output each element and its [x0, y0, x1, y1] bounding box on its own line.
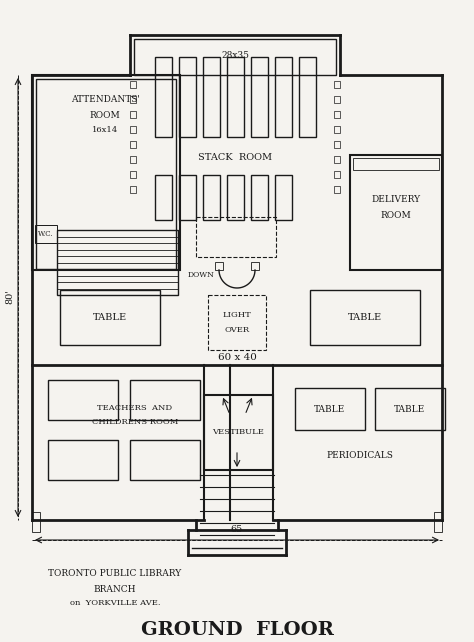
Bar: [130, 96, 136, 103]
Text: on  YORKVILLE AVE.: on YORKVILLE AVE.: [70, 599, 160, 607]
Text: LIGHT: LIGHT: [223, 311, 251, 319]
Text: W.C.: W.C.: [38, 230, 54, 238]
Bar: [130, 111, 136, 118]
Bar: [179, 57, 196, 137]
Bar: [334, 141, 340, 148]
Bar: [155, 175, 172, 220]
Text: TEACHERS  AND: TEACHERS AND: [98, 404, 173, 412]
Bar: [334, 171, 340, 178]
Text: DOWN: DOWN: [188, 271, 215, 279]
Text: VESTIBULE: VESTIBULE: [212, 428, 264, 436]
Bar: [35, 225, 57, 243]
Bar: [204, 395, 273, 470]
Bar: [310, 290, 420, 345]
Bar: [57, 230, 178, 295]
Bar: [299, 57, 316, 137]
Bar: [134, 39, 336, 75]
Bar: [130, 440, 200, 480]
Bar: [130, 171, 136, 178]
Text: 28x35: 28x35: [221, 51, 249, 60]
Bar: [208, 295, 266, 350]
Bar: [130, 156, 136, 163]
Bar: [334, 81, 340, 88]
Bar: [434, 512, 442, 532]
Bar: [32, 75, 180, 270]
Text: PERIODICALS: PERIODICALS: [327, 451, 393, 460]
Bar: [251, 262, 259, 270]
Bar: [130, 81, 136, 88]
Bar: [227, 175, 244, 220]
Text: TABLE: TABLE: [314, 404, 346, 413]
Text: STACK  ROOM: STACK ROOM: [198, 153, 272, 162]
Bar: [275, 57, 292, 137]
Bar: [350, 155, 442, 270]
Bar: [203, 57, 220, 137]
Bar: [130, 380, 200, 420]
Bar: [353, 158, 439, 170]
Bar: [334, 96, 340, 103]
Bar: [32, 512, 40, 532]
Bar: [196, 217, 276, 257]
Bar: [275, 175, 292, 220]
Bar: [334, 111, 340, 118]
Bar: [227, 57, 244, 137]
Text: ATTENDANTS': ATTENDANTS': [71, 96, 139, 105]
Bar: [251, 57, 268, 137]
Bar: [48, 440, 118, 480]
Bar: [130, 141, 136, 148]
Bar: [60, 290, 160, 345]
Text: TABLE: TABLE: [394, 404, 426, 413]
Bar: [130, 186, 136, 193]
Bar: [179, 175, 196, 220]
Bar: [155, 57, 172, 137]
Bar: [251, 175, 268, 220]
Bar: [203, 175, 220, 220]
Bar: [334, 156, 340, 163]
Text: TABLE: TABLE: [93, 313, 127, 322]
Bar: [130, 126, 136, 133]
Text: DELIVERY: DELIVERY: [372, 196, 420, 205]
Text: TORONTO PUBLIC LIBRARY: TORONTO PUBLIC LIBRARY: [48, 569, 182, 578]
Text: TABLE: TABLE: [348, 313, 382, 322]
Bar: [375, 388, 445, 430]
Text: ROOM: ROOM: [90, 110, 120, 119]
Bar: [334, 126, 340, 133]
Bar: [36, 79, 176, 269]
Text: OVER: OVER: [224, 326, 250, 334]
Text: 60 x 40: 60 x 40: [218, 354, 256, 363]
Text: 80': 80': [6, 290, 15, 304]
Bar: [295, 388, 365, 430]
Bar: [334, 186, 340, 193]
Text: CHILDRENS ROOM: CHILDRENS ROOM: [92, 418, 178, 426]
Text: ROOM: ROOM: [381, 211, 411, 220]
Bar: [215, 262, 223, 270]
Text: 16x14: 16x14: [92, 126, 118, 134]
Text: GROUND  FLOOR: GROUND FLOOR: [141, 621, 333, 639]
Bar: [48, 380, 118, 420]
Text: BRANCH: BRANCH: [94, 584, 136, 593]
Text: 65: 65: [231, 526, 243, 535]
